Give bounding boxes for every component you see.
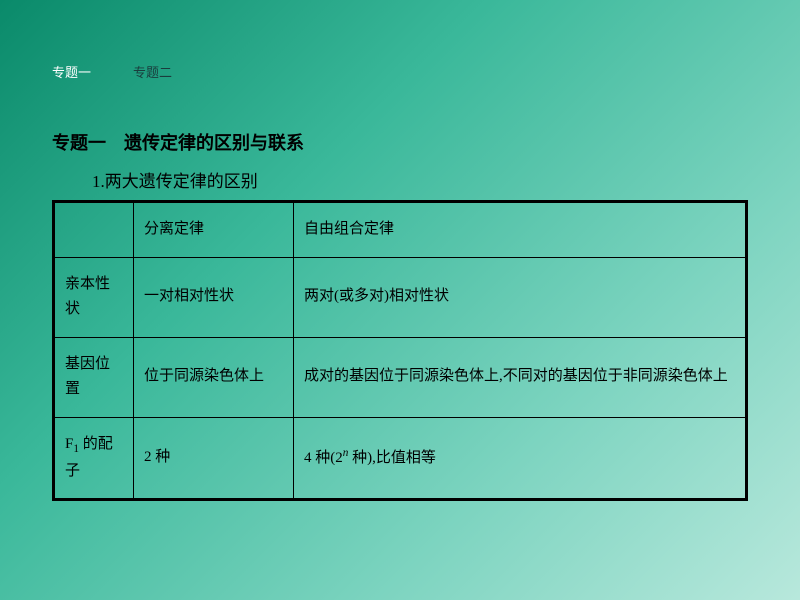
table-row: 基因位置 位于同源染色体上 成对的基因位于同源染色体上,不同对的基因位于非同源染… [54, 337, 747, 417]
section-subtitle: 1.两大遗传定律的区别 [52, 167, 748, 192]
row-label: 基因位置 [54, 337, 134, 417]
row-label: F1 的配子 [54, 417, 134, 500]
tab-topic-2[interactable]: 专题二 [133, 62, 172, 81]
row-label: 亲本性状 [54, 257, 134, 337]
header-blank [54, 202, 134, 258]
slide-content: 专题一 遗传定律的区别与联系 1.两大遗传定律的区别 分离定律 自由组合定律 亲… [0, 81, 800, 501]
header-col2: 自由组合定律 [294, 202, 747, 258]
tab-topic-1[interactable]: 专题一 [52, 62, 91, 81]
cell: 一对相对性状 [134, 257, 294, 337]
table-row: 亲本性状 一对相对性状 两对(或多对)相对性状 [54, 257, 747, 337]
comparison-table: 分离定律 自由组合定律 亲本性状 一对相对性状 两对(或多对)相对性状 基因位置… [52, 200, 748, 501]
topic-tabs: 专题一 专题二 [0, 0, 800, 81]
cell: 位于同源染色体上 [134, 337, 294, 417]
cell: 两对(或多对)相对性状 [294, 257, 747, 337]
section-title: 专题一 遗传定律的区别与联系 [52, 129, 748, 155]
table-row: F1 的配子 2 种 4 种(2n 种),比值相等 [54, 417, 747, 500]
table-header-row: 分离定律 自由组合定律 [54, 202, 747, 258]
cell: 成对的基因位于同源染色体上,不同对的基因位于非同源染色体上 [294, 337, 747, 417]
header-col1: 分离定律 [134, 202, 294, 258]
cell: 4 种(2n 种),比值相等 [294, 417, 747, 500]
cell: 2 种 [134, 417, 294, 500]
